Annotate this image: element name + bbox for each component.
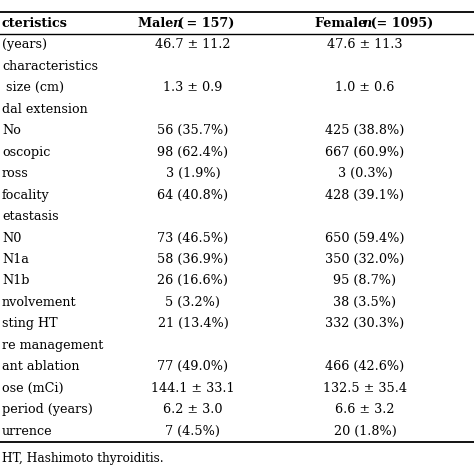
Text: 98 (62.4%): 98 (62.4%) <box>157 146 228 159</box>
Text: 7 (4.5%): 7 (4.5%) <box>165 425 220 438</box>
Text: characteristics: characteristics <box>2 60 98 73</box>
Text: ross: ross <box>2 167 29 180</box>
Text: ose (mCi): ose (mCi) <box>2 382 64 395</box>
Text: 350 (32.0%): 350 (32.0%) <box>325 253 405 266</box>
Text: 144.1 ± 33.1: 144.1 ± 33.1 <box>151 382 235 395</box>
Text: re management: re management <box>2 339 103 352</box>
Text: focality: focality <box>2 189 50 201</box>
Text: Male (: Male ( <box>138 17 184 29</box>
Text: etastasis: etastasis <box>2 210 59 223</box>
Text: N1a: N1a <box>2 253 29 266</box>
Text: n: n <box>362 17 371 29</box>
Text: dal extension: dal extension <box>2 103 88 116</box>
Text: oscopic: oscopic <box>2 146 50 159</box>
Text: urrence: urrence <box>2 425 53 438</box>
Text: 6.6 ± 3.2: 6.6 ± 3.2 <box>335 403 395 416</box>
Text: 428 (39.1%): 428 (39.1%) <box>326 189 405 201</box>
Text: 132.5 ± 35.4: 132.5 ± 35.4 <box>323 382 407 395</box>
Text: N1b: N1b <box>2 274 29 287</box>
Text: 667 (60.9%): 667 (60.9%) <box>325 146 405 159</box>
Text: 58 (36.9%): 58 (36.9%) <box>157 253 228 266</box>
Text: = 157): = 157) <box>182 17 234 29</box>
Text: 77 (49.0%): 77 (49.0%) <box>157 360 228 374</box>
Text: ant ablation: ant ablation <box>2 360 80 374</box>
Text: (years): (years) <box>2 38 47 51</box>
Text: 6.2 ± 3.0: 6.2 ± 3.0 <box>163 403 223 416</box>
Text: 332 (30.3%): 332 (30.3%) <box>325 318 405 330</box>
Text: 38 (3.5%): 38 (3.5%) <box>333 296 397 309</box>
Text: 20 (1.8%): 20 (1.8%) <box>334 425 396 438</box>
Text: 26 (16.6%): 26 (16.6%) <box>157 274 228 287</box>
Text: No: No <box>2 124 21 137</box>
Text: N0: N0 <box>2 231 21 245</box>
Text: 466 (42.6%): 466 (42.6%) <box>325 360 405 374</box>
Text: 425 (38.8%): 425 (38.8%) <box>325 124 405 137</box>
Text: 95 (8.7%): 95 (8.7%) <box>333 274 397 287</box>
Text: 73 (46.5%): 73 (46.5%) <box>157 231 228 245</box>
Text: 56 (35.7%): 56 (35.7%) <box>157 124 228 137</box>
Text: 47.6 ± 11.3: 47.6 ± 11.3 <box>327 38 403 51</box>
Text: 3 (1.9%): 3 (1.9%) <box>165 167 220 180</box>
Text: cteristics: cteristics <box>2 17 68 29</box>
Text: = 1095): = 1095) <box>372 17 433 29</box>
Text: size (cm): size (cm) <box>2 81 64 94</box>
Text: HT, Hashimoto thyroiditis.: HT, Hashimoto thyroiditis. <box>2 452 164 465</box>
Text: n: n <box>172 17 181 29</box>
Text: nvolvement: nvolvement <box>2 296 77 309</box>
Text: 1.3 ± 0.9: 1.3 ± 0.9 <box>164 81 223 94</box>
Text: 5 (3.2%): 5 (3.2%) <box>165 296 220 309</box>
Text: 46.7 ± 11.2: 46.7 ± 11.2 <box>155 38 231 51</box>
Text: sting HT: sting HT <box>2 318 58 330</box>
Text: Female (: Female ( <box>315 17 377 29</box>
Text: 650 (59.4%): 650 (59.4%) <box>325 231 405 245</box>
Text: 3 (0.3%): 3 (0.3%) <box>337 167 392 180</box>
Text: period (years): period (years) <box>2 403 93 416</box>
Text: 1.0 ± 0.6: 1.0 ± 0.6 <box>335 81 395 94</box>
Text: 64 (40.8%): 64 (40.8%) <box>157 189 228 201</box>
Text: 21 (13.4%): 21 (13.4%) <box>157 318 228 330</box>
